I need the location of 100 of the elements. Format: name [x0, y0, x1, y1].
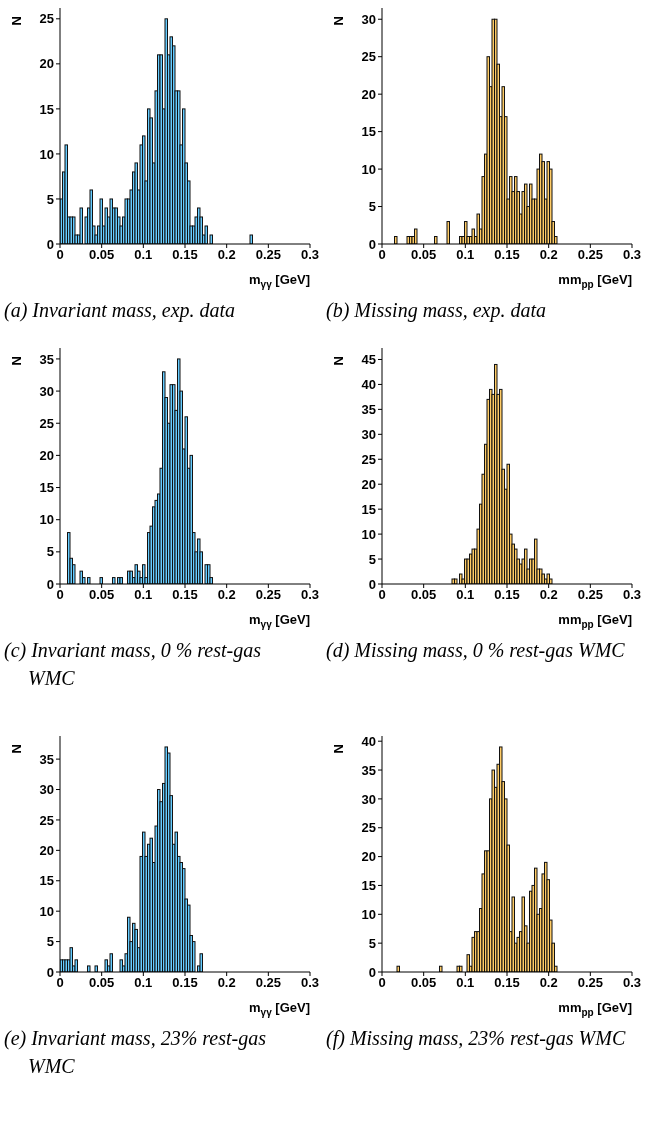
- y-tick-label: 45: [361, 352, 376, 368]
- x-tick-label: 0.3: [300, 587, 320, 603]
- y-tick-label: 25: [361, 451, 376, 467]
- y-axis-title: N: [330, 16, 346, 26]
- y-tick-label: 10: [361, 161, 376, 177]
- x-tick-label: 0.2: [539, 587, 558, 603]
- y-tick-label: 20: [361, 476, 376, 492]
- y-tick-label: 0: [46, 964, 54, 980]
- y-tick-label: 25: [361, 820, 376, 836]
- x-tick-label: 0.25: [577, 587, 603, 603]
- x-tick-label: 0.15: [494, 975, 520, 991]
- x-tick-label: 0: [378, 247, 386, 263]
- x-tick-label: 0.15: [172, 587, 198, 603]
- x-tick-label: 0.05: [411, 975, 437, 991]
- x-tick-label: 0.05: [89, 975, 115, 991]
- y-tick-label: 10: [361, 906, 376, 922]
- x-tick-label: 0.2: [217, 587, 236, 603]
- y-tick-label: 5: [46, 544, 54, 560]
- x-axis-title: m$_{γγ}$ [GeV]: [249, 1000, 310, 1018]
- y-tick-label: 35: [39, 351, 54, 367]
- y-axis-title: N: [8, 16, 24, 26]
- y-tick-label: 15: [39, 873, 54, 889]
- y-tick-label: 20: [39, 842, 54, 858]
- text: (b) Missing mass, exp. data: [326, 298, 547, 324]
- x-tick-label: 0.05: [89, 587, 115, 603]
- x-tick-label: 0.1: [134, 247, 153, 263]
- y-tick-label: 30: [361, 791, 376, 807]
- y-tick-label: 10: [361, 526, 376, 542]
- y-tick-label: 35: [361, 762, 376, 778]
- x-axis-title: mm$_{pp}$ [GeV]: [558, 612, 632, 630]
- x-tick-label: 0.3: [300, 247, 320, 263]
- y-tick-label: 0: [368, 236, 376, 252]
- x-tick-label: 0.05: [411, 247, 437, 263]
- text: (a) Invariant mass, exp. data: [4, 298, 237, 324]
- y-tick-label: 0: [46, 576, 54, 592]
- x-tick-label: 0.2: [217, 975, 236, 991]
- y-tick-label: 25: [39, 11, 54, 27]
- y-tick-label: 35: [361, 401, 376, 417]
- x-tick-label: 0.2: [539, 975, 558, 991]
- x-tick-label: 0.1: [456, 975, 475, 991]
- x-tick-label: 0.1: [456, 587, 475, 603]
- x-tick-label: 0.3: [300, 975, 320, 991]
- y-tick-label: 10: [39, 903, 54, 919]
- x-tick-label: 0.25: [577, 247, 603, 263]
- x-tick-label: 0.05: [411, 587, 437, 603]
- y-tick-label: 20: [361, 849, 376, 865]
- y-tick-label: 25: [39, 812, 54, 828]
- y-tick-label: 15: [361, 501, 376, 517]
- y-tick-label: 40: [361, 733, 376, 749]
- y-tick-label: 15: [361, 124, 376, 140]
- y-tick-label: 25: [39, 415, 54, 431]
- x-tick-label: 0.1: [134, 975, 153, 991]
- y-tick-label: 25: [361, 49, 376, 65]
- x-tick-label: 0.1: [134, 587, 153, 603]
- x-axis-title: mm$_{pp}$ [GeV]: [558, 272, 632, 290]
- x-tick-label: 0: [56, 975, 64, 991]
- x-tick-label: 0.15: [494, 247, 520, 263]
- text: (d) Missing mass, 0 % rest-gas WMC: [326, 638, 626, 664]
- y-axis-title: N: [8, 356, 24, 366]
- y-tick-label: 0: [368, 964, 376, 980]
- y-tick-label: 15: [361, 878, 376, 894]
- x-tick-label: 0.25: [577, 975, 603, 991]
- x-axis-title: mm$_{pp}$ [GeV]: [558, 1000, 632, 1018]
- x-tick-label: 0: [378, 975, 386, 991]
- x-tick-label: 0.3: [622, 975, 642, 991]
- y-tick-label: 40: [361, 377, 376, 393]
- text: (c) Invariant mass, 0 % rest-gas WMC: [4, 638, 262, 691]
- y-tick-label: 5: [368, 551, 376, 567]
- y-axis-title: N: [330, 744, 346, 754]
- y-tick-label: 30: [361, 426, 376, 442]
- y-tick-label: 20: [361, 86, 376, 102]
- y-tick-label: 5: [368, 935, 376, 951]
- x-tick-label: 0: [56, 587, 64, 603]
- x-tick-label: 0.25: [255, 587, 281, 603]
- x-axis-title: m$_{γγ}$ [GeV]: [249, 612, 310, 630]
- y-tick-label: 0: [46, 236, 54, 252]
- x-tick-label: 0.05: [89, 247, 115, 263]
- y-tick-label: 20: [39, 448, 54, 463]
- x-tick-label: 0: [378, 587, 386, 603]
- x-tick-label: 0.25: [255, 975, 281, 991]
- y-tick-label: 30: [361, 11, 376, 27]
- y-tick-label: 15: [39, 480, 54, 496]
- x-tick-label: 0.15: [172, 247, 198, 263]
- y-tick-label: 30: [39, 782, 54, 798]
- y-tick-label: 0: [368, 576, 376, 592]
- x-tick-label: 0.2: [217, 247, 236, 263]
- y-axis-title: N: [8, 744, 24, 754]
- y-tick-label: 20: [39, 56, 54, 72]
- y-tick-label: 5: [46, 191, 54, 207]
- x-tick-label: 0: [56, 247, 64, 263]
- y-tick-label: 15: [39, 101, 54, 117]
- x-tick-label: 0.3: [622, 247, 642, 263]
- y-tick-label: 5: [368, 199, 376, 215]
- y-tick-label: 5: [46, 934, 54, 950]
- y-tick-label: 10: [39, 146, 54, 162]
- x-tick-label: 0.15: [172, 975, 198, 991]
- x-tick-label: 0.3: [622, 587, 642, 603]
- text: (f) Missing mass, 23% rest-gas WMC: [326, 1026, 626, 1052]
- x-axis-title: m$_{γγ}$ [GeV]: [249, 272, 310, 290]
- text: (e) Invariant mass, 23% rest-gas WMC: [4, 1026, 267, 1079]
